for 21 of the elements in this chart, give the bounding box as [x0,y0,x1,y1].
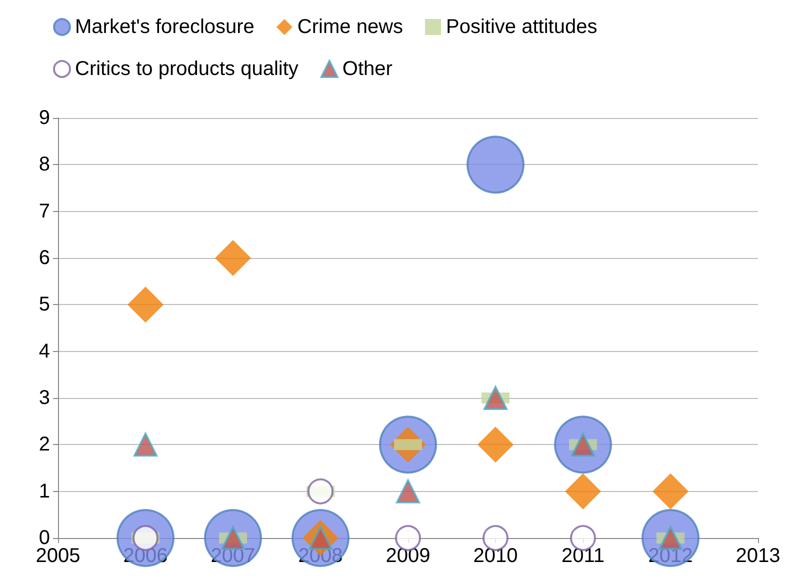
y-tick-label: 6 [38,247,50,269]
legend-label: Market's foreclosure [75,16,254,38]
legend-label: Positive attitudes [446,16,598,38]
x-tick-label: 2006 [123,545,168,567]
y-tick-label: 3 [38,387,50,409]
y-tick-label: 4 [38,340,50,362]
y-tick-label: 5 [38,294,50,316]
x-tick-label: 2012 [648,545,693,567]
x-tick-label: 2010 [473,545,518,567]
legend-label: Critics to products quality [75,58,298,80]
legend-label: Other [342,58,393,80]
y-tick-label: 1 [38,480,50,502]
y-tick-label: 2 [38,434,50,456]
y-tick-label: 7 [38,200,50,222]
x-tick-label: 2009 [386,545,430,567]
x-tick-label: 2011 [561,545,605,567]
legend-label: Crime news [297,16,404,38]
x-tick-label: 2007 [210,545,256,567]
y-tick-label: 8 [38,154,50,176]
y-tick-label: 9 [38,107,50,129]
x-tick-label: 2013 [736,545,780,567]
